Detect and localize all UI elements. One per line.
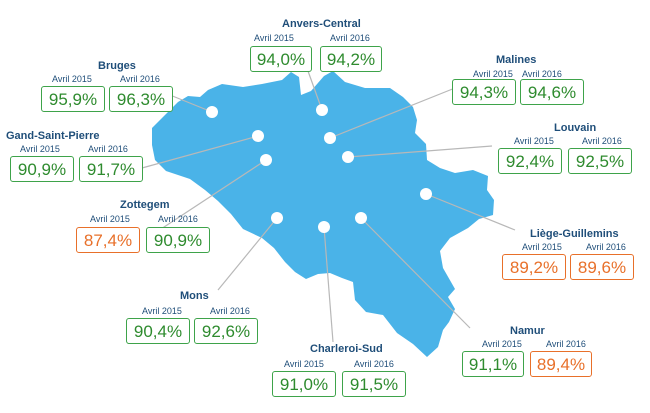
station-dot — [206, 106, 218, 118]
value-2016: 92,6% — [194, 318, 258, 344]
value-2015: 94,0% — [250, 46, 312, 72]
station-dot — [324, 132, 336, 144]
value-2015: 92,4% — [498, 148, 562, 174]
station-dot — [342, 151, 354, 163]
belgium-shape — [152, 71, 494, 357]
value-2016: 90,9% — [146, 227, 210, 253]
period-2015: Avril 2015 — [473, 69, 513, 79]
station-charleroi-sud: Charleroi-Sud Avril 2015 Avril 2016 91,0… — [272, 343, 412, 399]
period-2015: Avril 2015 — [482, 339, 522, 349]
station-name: Liège-Guillemins — [530, 228, 619, 240]
station-liege-guillemins: Liège-Guillemins Avril 2015 Avril 2016 8… — [502, 228, 642, 284]
value-2016: 92,5% — [568, 148, 632, 174]
station-dot — [252, 130, 264, 142]
value-2016: 89,4% — [530, 351, 592, 377]
station-zottegem: Zottegem Avril 2015 Avril 2016 87,4% 90,… — [76, 199, 216, 255]
station-louvain: Louvain Avril 2015 Avril 2016 92,4% 92,5… — [498, 122, 638, 178]
leader-line — [141, 135, 259, 169]
period-2016: Avril 2016 — [354, 359, 394, 369]
station-mons: Mons Avril 2015 Avril 2016 90,4% 92,6% — [126, 290, 266, 346]
station-dot — [355, 212, 367, 224]
value-2015: 90,4% — [126, 318, 190, 344]
period-2015: Avril 2015 — [20, 144, 60, 154]
period-2016: Avril 2016 — [88, 144, 128, 154]
leader-line — [329, 83, 466, 139]
station-name: Malines — [496, 54, 537, 66]
period-2016: Avril 2016 — [546, 339, 586, 349]
value-2016: 91,5% — [342, 371, 406, 397]
value-2016: 91,7% — [79, 156, 143, 182]
station-anvers-central: Anvers-Central Avril 2015 Avril 2016 94,… — [250, 18, 390, 74]
period-2015: Avril 2015 — [514, 136, 554, 146]
station-name: Anvers-Central — [282, 18, 361, 30]
value-2015: 94,3% — [452, 79, 516, 105]
period-2015: Avril 2015 — [52, 74, 92, 84]
period-2015: Avril 2015 — [142, 306, 182, 316]
leader-line — [307, 70, 323, 111]
leader-line — [217, 217, 278, 291]
station-name: Gand-Saint-Pierre — [6, 130, 100, 142]
value-2016: 89,6% — [570, 254, 634, 280]
station-dot — [420, 188, 432, 200]
station-name: Mons — [180, 290, 209, 302]
station-dot — [316, 104, 328, 116]
station-markers — [206, 104, 432, 233]
period-2016: Avril 2016 — [210, 306, 250, 316]
value-2015: 89,2% — [502, 254, 566, 280]
station-namur: Namur Avril 2015 Avril 2016 91,1% 89,4% — [462, 325, 602, 381]
value-2015: 91,1% — [462, 351, 524, 377]
leader-line — [169, 94, 213, 113]
value-2016: 96,3% — [109, 86, 173, 112]
period-2016: Avril 2016 — [120, 74, 160, 84]
period-2015: Avril 2015 — [90, 214, 130, 224]
value-2016: 94,2% — [320, 46, 382, 72]
leader-line — [323, 226, 334, 343]
period-2016: Avril 2016 — [330, 33, 370, 43]
leader-line — [347, 145, 493, 158]
leader-lines — [141, 70, 516, 343]
value-2016: 94,6% — [520, 79, 584, 105]
period-2016: Avril 2016 — [158, 214, 198, 224]
station-dot — [260, 154, 272, 166]
station-bruges: Bruges Avril 2015 Avril 2016 95,9% 96,3% — [38, 60, 178, 116]
period-2015: Avril 2015 — [254, 33, 294, 43]
leader-line — [360, 217, 471, 329]
station-dot — [318, 221, 330, 233]
period-2016: Avril 2016 — [582, 136, 622, 146]
station-dot — [271, 212, 283, 224]
leader-line — [425, 193, 516, 231]
leader-line — [157, 159, 267, 232]
station-name: Bruges — [98, 60, 136, 72]
station-name: Charleroi-Sud — [310, 343, 383, 355]
station-name: Louvain — [554, 122, 597, 134]
period-2016: Avril 2016 — [586, 242, 626, 252]
period-2015: Avril 2015 — [284, 359, 324, 369]
station-name: Namur — [510, 325, 545, 337]
period-2016: Avril 2016 — [522, 69, 562, 79]
station-name: Zottegem — [120, 199, 170, 211]
value-2015: 87,4% — [76, 227, 140, 253]
station-malines: Malines Avril 2015 Avril 2016 94,3% 94,6… — [452, 54, 592, 110]
value-2015: 91,0% — [272, 371, 336, 397]
value-2015: 95,9% — [41, 86, 105, 112]
period-2015: Avril 2015 — [522, 242, 562, 252]
value-2015: 90,9% — [10, 156, 74, 182]
station-gand-saint-pierre: Gand-Saint-Pierre Avril 2015 Avril 2016 … — [6, 130, 146, 186]
